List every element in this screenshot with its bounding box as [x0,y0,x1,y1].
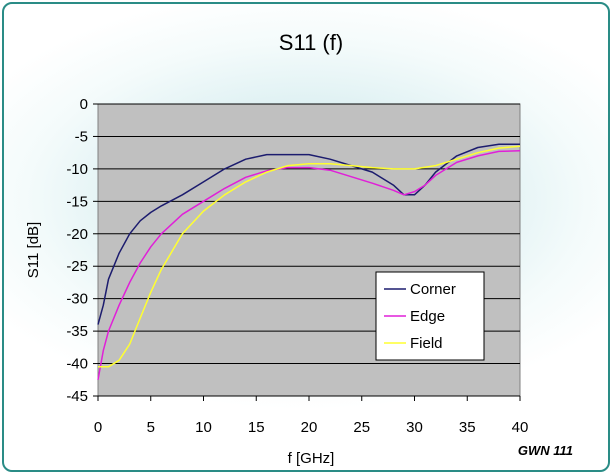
y-tick-label: -10 [66,161,88,178]
x-tick-label: 40 [512,419,529,436]
x-tick-label: 20 [301,419,318,436]
y-tick-label: -40 [66,356,88,373]
legend-label: Corner [410,281,456,298]
x-tick-label: 35 [459,419,476,436]
chart-title: S11 (f) [279,30,343,55]
x-tick-label: 15 [248,419,265,436]
y-tick-label: -20 [66,226,88,243]
series-line-corner [97,143,520,325]
y-axis-label: S11 [dB] [25,222,42,278]
x-tick-label: 30 [406,419,423,436]
x-tick-label: 10 [195,419,212,436]
y-tick-label: -45 [66,388,88,405]
y-tick-label: -25 [66,258,88,275]
legend-label: Field [410,335,443,352]
y-tick-label: -5 [75,128,88,145]
legend: Corner Edge Field [375,271,485,361]
x-axis-label: f [GHz] [288,450,335,467]
legend-label: Edge [410,308,445,325]
x-tick-label: 5 [147,419,155,436]
series-line-field [98,145,521,368]
y-tick-label: -30 [66,291,88,308]
y-tick-label: 0 [80,96,88,113]
series-line-edge [97,149,521,380]
y-tick-label: -15 [66,193,88,210]
figure-annotation: GWN 111 [518,443,573,458]
y-tick-label: -35 [66,323,88,340]
x-tick-label: 25 [353,419,370,436]
x-tick-label: 0 [94,419,102,436]
